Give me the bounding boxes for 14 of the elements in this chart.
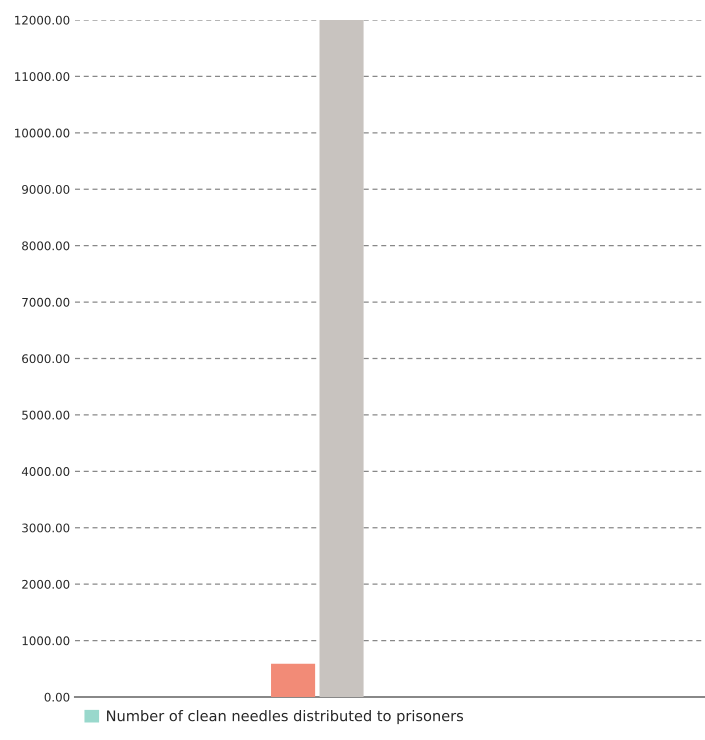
y-tick-label: 1000.00 (22, 636, 70, 646)
y-tick-label: 4000.00 (22, 467, 70, 476)
y-tick-label: 12000.00 (15, 16, 70, 25)
y-tick-label: 7000.00 (22, 298, 70, 307)
y-tick-label: 11000.00 (15, 72, 70, 82)
y-tick-label: 8000.00 (22, 241, 70, 250)
series-label: Number of clean needles distributed to prisoners (107, 710, 464, 724)
y-tick-label: 2000.00 (22, 580, 70, 589)
y-tick-label: 3000.00 (22, 523, 70, 532)
y-tick-label: 5000.00 (22, 410, 70, 420)
y-tick-label: 0.00 (44, 692, 70, 702)
y-tick-label: 10000.00 (15, 128, 70, 138)
y-tick-label: 9000.00 (22, 184, 70, 194)
y-tick-label: 6000.00 (22, 354, 70, 364)
